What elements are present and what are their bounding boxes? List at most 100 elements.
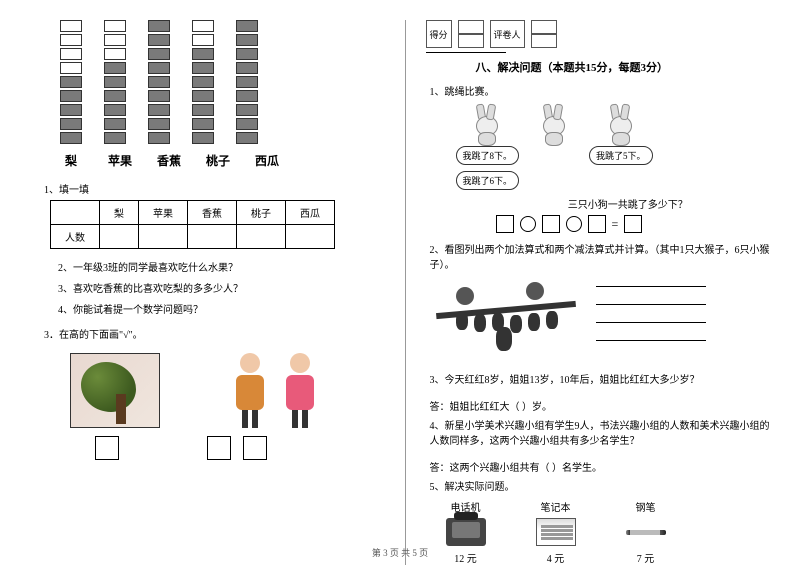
bar-block bbox=[148, 76, 170, 88]
fruit-labels: 梨苹果香蕉桃子西瓜 bbox=[57, 152, 385, 169]
answer-shapes: = bbox=[496, 215, 771, 233]
bar-block bbox=[104, 118, 126, 130]
bar-col-0 bbox=[60, 20, 82, 144]
bar-block bbox=[148, 20, 170, 32]
bar-col-1 bbox=[104, 20, 126, 144]
bar-block bbox=[192, 76, 214, 88]
kid-boy bbox=[230, 353, 270, 428]
rabbit-3 bbox=[606, 104, 636, 144]
eq-line-1[interactable] bbox=[596, 277, 706, 287]
fruit-label: 梨 bbox=[57, 152, 85, 169]
bar-block bbox=[236, 90, 258, 102]
bar-block bbox=[236, 104, 258, 116]
table-row-label: 人数 bbox=[51, 225, 100, 249]
bar-block bbox=[60, 48, 82, 60]
bar-block bbox=[104, 104, 126, 116]
bar-block bbox=[104, 132, 126, 144]
table-head-cell: 梨 bbox=[100, 201, 139, 225]
shape-ci-1[interactable] bbox=[520, 216, 536, 232]
q3-main: 3．在高的下面画"√"。 bbox=[44, 326, 385, 341]
fruit-label: 桃子 bbox=[204, 152, 232, 169]
bubble-2: 我跳了6下。 bbox=[456, 171, 520, 190]
table-blank-cell bbox=[51, 201, 100, 225]
shape-ci-2[interactable] bbox=[566, 216, 582, 232]
r-q5: 5、解决实际问题。 bbox=[430, 478, 771, 493]
bar-col-2 bbox=[148, 20, 170, 144]
monkey-image bbox=[436, 277, 576, 357]
bar-block bbox=[192, 34, 214, 46]
r-q4: 4、新星小学美术兴趣小组有学生9人，书法兴趣小组的人数和美术兴趣小组的人数同样多… bbox=[430, 417, 771, 447]
q1-fill-label: 1、填一填 bbox=[44, 181, 385, 196]
bar-col-4 bbox=[236, 20, 258, 144]
fruit-label: 香蕉 bbox=[155, 152, 183, 169]
jump-question: 三只小狗一共跳了多少下？ bbox=[486, 196, 771, 211]
shape-sq-2[interactable] bbox=[542, 215, 560, 233]
bar-block bbox=[192, 118, 214, 130]
bar-block bbox=[192, 20, 214, 32]
fruit-label: 苹果 bbox=[106, 152, 134, 169]
kids-image bbox=[230, 353, 320, 428]
bar-block bbox=[60, 76, 82, 88]
bar-block bbox=[236, 20, 258, 32]
bar-block bbox=[148, 118, 170, 130]
bar-block bbox=[236, 132, 258, 144]
eq-line-2[interactable] bbox=[596, 295, 706, 305]
table-head-cell: 香蕉 bbox=[188, 201, 237, 225]
bar-block bbox=[192, 104, 214, 116]
bar-block bbox=[104, 34, 126, 46]
shape-sq-3[interactable] bbox=[588, 215, 606, 233]
check-box-3[interactable] bbox=[243, 436, 267, 460]
r-q2: 2、看图列出两个加法算式和两个减法算式并计算。（其中1只大猴子，6只小猴子）。 bbox=[430, 241, 771, 271]
bar-block bbox=[104, 90, 126, 102]
pen-label: 钢笔 bbox=[636, 499, 656, 514]
bar-block bbox=[60, 62, 82, 74]
shape-sq-4[interactable] bbox=[624, 215, 642, 233]
table-head-cell: 西瓜 bbox=[286, 201, 335, 225]
right-column: 得分 评卷人 八、解决问题（本题共15分，每题3分） 1、跳绳比赛。 我跳了8下… bbox=[426, 20, 771, 565]
monkey-row bbox=[436, 277, 771, 357]
table-data-cell[interactable] bbox=[139, 225, 188, 249]
eq-line-3[interactable] bbox=[596, 313, 706, 323]
bar-block bbox=[236, 48, 258, 60]
check-box-2[interactable] bbox=[207, 436, 231, 460]
rabbits-row: 我跳了8下。 我跳了6下。 我跳了5下。 bbox=[456, 104, 771, 190]
bar-block bbox=[236, 62, 258, 74]
rabbit-2 bbox=[539, 104, 569, 144]
equals-sign: = bbox=[612, 217, 619, 232]
phone-icon bbox=[446, 518, 486, 546]
eq-line-4[interactable] bbox=[596, 331, 706, 341]
shape-sq-1[interactable] bbox=[496, 215, 514, 233]
bar-block bbox=[104, 48, 126, 60]
page-footer: 第 3 页 共 5 页 bbox=[0, 546, 800, 559]
r-ans3: 答：姐姐比红红大（ ）岁。 bbox=[430, 398, 771, 413]
q3-images bbox=[70, 353, 385, 428]
column-divider bbox=[405, 20, 406, 565]
bar-block bbox=[60, 104, 82, 116]
bar-block bbox=[236, 76, 258, 88]
bar-block bbox=[60, 90, 82, 102]
bar-block bbox=[104, 76, 126, 88]
table-data-cell[interactable] bbox=[237, 225, 286, 249]
bubble-1: 我跳了8下。 bbox=[456, 146, 520, 165]
r-ans4: 答：这两个兴趣小组共有（ ）名学生。 bbox=[430, 459, 771, 474]
score-box: 得分 评卷人 bbox=[426, 20, 771, 48]
table-data-cell[interactable] bbox=[100, 225, 139, 249]
bar-block bbox=[192, 132, 214, 144]
pen-icon bbox=[626, 518, 666, 546]
bar-col-3 bbox=[192, 20, 214, 144]
r-q1: 1、跳绳比赛。 bbox=[430, 83, 771, 98]
section8-title: 八、解决问题（本题共15分，每题3分） bbox=[476, 59, 771, 75]
notebook-label: 笔记本 bbox=[541, 499, 571, 514]
sub-q2: 2、一年级3班的同学最喜欢吃什么水果？ bbox=[58, 259, 385, 274]
reviewer-label: 评卷人 bbox=[490, 20, 525, 48]
rabbit-1 bbox=[472, 104, 502, 144]
table-head-cell: 桃子 bbox=[237, 201, 286, 225]
bar-block bbox=[148, 62, 170, 74]
check-box-1[interactable] bbox=[95, 436, 119, 460]
bar-block bbox=[148, 34, 170, 46]
table-data-cell[interactable] bbox=[286, 225, 335, 249]
bar-block bbox=[192, 62, 214, 74]
bar-block bbox=[104, 20, 126, 32]
bar-block bbox=[148, 48, 170, 60]
table-data-cell[interactable] bbox=[188, 225, 237, 249]
